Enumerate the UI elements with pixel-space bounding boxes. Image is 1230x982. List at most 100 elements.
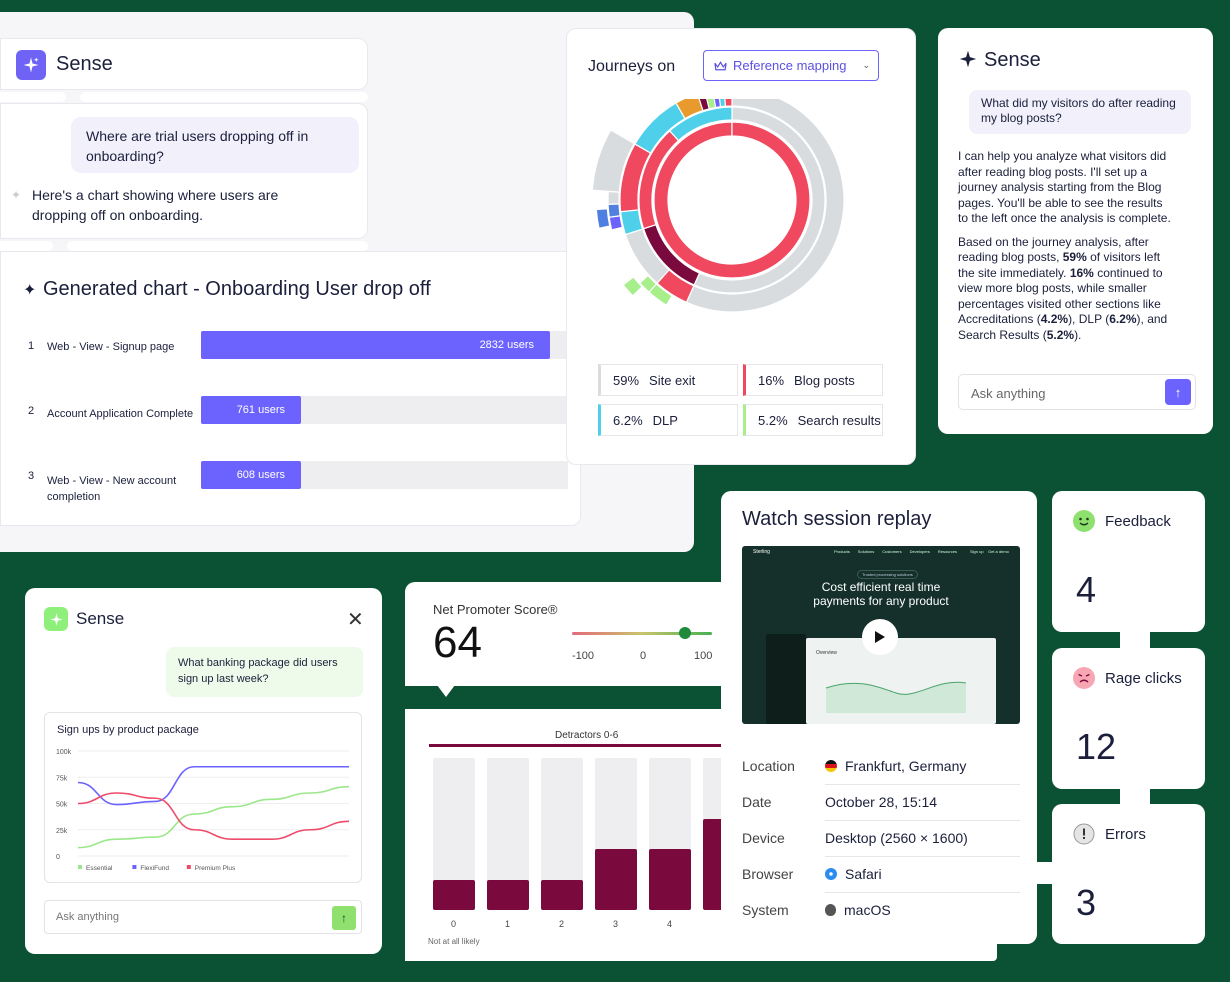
row-label: Account Application Complete bbox=[47, 408, 194, 420]
tab-pill bbox=[0, 241, 53, 251]
apple-icon bbox=[825, 904, 836, 916]
user-message: What banking package did users sign up l… bbox=[166, 647, 363, 697]
nps-scale-min: -100 bbox=[572, 650, 595, 662]
y-tick-label: 100k bbox=[56, 749, 72, 756]
ask-input[interactable]: Ask anything ↑ bbox=[44, 900, 362, 934]
dropoff-bar[interactable]: 608 users bbox=[201, 461, 301, 489]
germany-flag-icon bbox=[825, 760, 837, 772]
ask-input[interactable]: Ask anything ↑ bbox=[958, 374, 1196, 410]
nps-score: 64 bbox=[433, 618, 482, 667]
sunburst-segment-red-small[interactable] bbox=[724, 99, 733, 107]
dropdown-label: Reference mapping bbox=[733, 58, 847, 73]
metric-title: Errors bbox=[1073, 823, 1146, 845]
nps-bar[interactable] bbox=[433, 879, 475, 910]
metric-label: Feedback bbox=[1105, 512, 1171, 530]
replay-video[interactable]: Sterling Products Solutions Customers Devel… bbox=[742, 546, 1020, 724]
video-dashboard: Overview bbox=[806, 638, 996, 724]
metric-label: Rage clicks bbox=[1105, 669, 1182, 687]
detail-text: macOS bbox=[844, 902, 891, 918]
legend-label: FlexiFund bbox=[140, 865, 169, 872]
sunburst-segment-dlp[interactable] bbox=[668, 106, 733, 142]
dropoff-bar[interactable]: 2832 users bbox=[201, 331, 550, 359]
metric-title: Feedback bbox=[1073, 510, 1171, 532]
divider bbox=[825, 820, 1020, 821]
chart-title: Sign ups by product package bbox=[57, 724, 199, 736]
nps-pointer bbox=[437, 685, 455, 697]
stat-label: DLP bbox=[652, 412, 678, 428]
detail-value: Safari bbox=[825, 866, 882, 882]
journey-stat[interactable]: 59% Site exit bbox=[598, 364, 738, 396]
metric-card[interactable]: Feedback 4 bbox=[1052, 491, 1205, 632]
journey-stat[interactable]: 6.2% DLP bbox=[598, 404, 738, 436]
nps-scale-mid: 0 bbox=[640, 650, 647, 662]
sunburst-segment-gray-far[interactable] bbox=[607, 190, 620, 205]
metric-connector bbox=[1120, 788, 1150, 806]
chart-title: Generated chart - Onboarding User drop o… bbox=[43, 278, 431, 300]
send-button[interactable]: ↑ bbox=[332, 906, 356, 930]
user-message: What did my visitors do after reading my… bbox=[969, 90, 1191, 134]
crown-icon bbox=[714, 60, 727, 70]
error-icon bbox=[1073, 823, 1095, 845]
detail-label: Date bbox=[742, 794, 772, 810]
send-button[interactable]: ↑ bbox=[1165, 379, 1191, 405]
tab-pill bbox=[0, 92, 66, 102]
nps-slider-handle[interactable] bbox=[679, 627, 691, 639]
sunburst-segment-purple-far[interactable] bbox=[608, 215, 624, 231]
detractors-line bbox=[429, 744, 729, 747]
detail-text: Frankfurt, Germany bbox=[845, 758, 967, 774]
conversation-card: Where are trial users dropping off in on… bbox=[0, 103, 368, 239]
play-button[interactable] bbox=[862, 619, 898, 655]
legend-swatch bbox=[186, 865, 191, 869]
sunburst-segment-blue-far-2[interactable] bbox=[595, 208, 611, 229]
journey-stat[interactable]: 16% Blog posts bbox=[743, 364, 883, 396]
video-dashboard-graph bbox=[825, 681, 967, 713]
detail-value: Frankfurt, Germany bbox=[825, 758, 966, 774]
sunburst-segment-blue-far[interactable] bbox=[607, 203, 621, 218]
dropoff-bar[interactable]: 761 users bbox=[201, 396, 301, 424]
journey-stat[interactable]: 5.2% Search results bbox=[743, 404, 883, 436]
detail-label: Device bbox=[742, 830, 785, 846]
stat-label: Search results bbox=[797, 412, 881, 428]
divider bbox=[825, 892, 1020, 893]
reference-mapping-dropdown[interactable]: Reference mapping ⌄ bbox=[703, 50, 879, 81]
sunburst-segment-blog-posts[interactable] bbox=[653, 121, 811, 279]
sparkle-icon bbox=[959, 50, 977, 68]
nps-bar[interactable] bbox=[541, 879, 583, 910]
tab-pill bbox=[80, 92, 368, 102]
detail-text: Safari bbox=[845, 866, 882, 882]
legend-label: Essential bbox=[86, 865, 113, 872]
safari-icon bbox=[825, 868, 837, 880]
y-tick-label: 0 bbox=[56, 854, 60, 861]
sunburst-segment-green-far-2[interactable] bbox=[639, 274, 658, 293]
nps-gradient-slider bbox=[572, 632, 712, 635]
nps-x-label: 0 bbox=[451, 919, 457, 929]
close-icon[interactable]: ✕ bbox=[347, 609, 364, 631]
divider bbox=[825, 784, 1020, 785]
nps-x-label: 1 bbox=[505, 919, 511, 929]
detail-value: October 28, 15:14 bbox=[825, 794, 937, 810]
detail-value: macOS bbox=[825, 902, 891, 918]
nps-bar[interactable] bbox=[487, 879, 529, 910]
metric-value: 3 bbox=[1076, 882, 1097, 923]
metric-card[interactable]: Rage clicks 12 bbox=[1052, 648, 1205, 789]
nps-bar[interactable] bbox=[595, 849, 637, 910]
video-sidebar bbox=[766, 634, 806, 724]
stat-pct: 5.2% bbox=[758, 412, 788, 428]
video-signup: Sign up bbox=[970, 549, 984, 554]
detail-text: October 28, 15:14 bbox=[825, 794, 938, 810]
reply-paragraph: I can help you analyze what visitors did… bbox=[958, 149, 1171, 225]
detail-label: System bbox=[742, 902, 789, 918]
detractors-label: Detractors 0-6 bbox=[555, 730, 619, 741]
video-nav: Products Solutions Customers Developers Reso… bbox=[834, 549, 957, 554]
sunburst-segment-gray-far-2[interactable] bbox=[591, 129, 635, 193]
chevron-down-icon: ⌄ bbox=[862, 60, 871, 70]
metric-card[interactable]: Errors 3 bbox=[1052, 804, 1205, 944]
assistant-reply: I can help you analyze what visitors did… bbox=[958, 149, 1173, 343]
metric-value: 12 bbox=[1076, 726, 1117, 767]
stat-label: Site exit bbox=[649, 372, 696, 388]
stat-pct: 16% bbox=[758, 372, 785, 388]
nps-bar[interactable] bbox=[649, 849, 691, 910]
video-demo: Get a demo bbox=[988, 549, 1009, 554]
sunburst-segment-green-far-3[interactable] bbox=[622, 276, 643, 297]
sense-brand: Sense bbox=[76, 609, 125, 628]
